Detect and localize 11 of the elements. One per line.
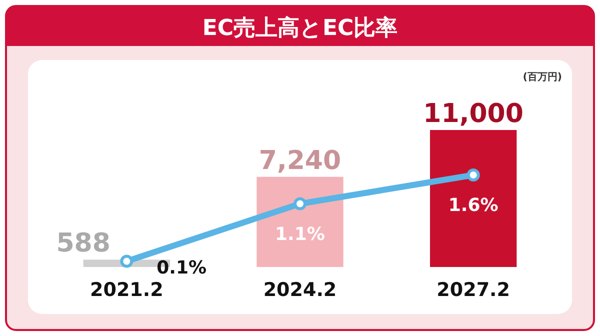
data-label: 7,240 [258,146,342,176]
data-label: 0.1% [156,257,207,278]
data-label: 1.6% [448,195,498,216]
x-tick-label: 2024.2 [263,279,337,301]
x-tick-label: 2027.2 [436,279,510,301]
chart-title: EC売上高とEC比率 [202,15,398,41]
y-axis-title: (百万円) [522,72,562,83]
data-label: 11,000 [423,99,524,129]
data-label: 1.1% [275,224,325,245]
data-label: 588 [56,228,110,259]
x-tick-label: 2021.2 [90,279,164,301]
